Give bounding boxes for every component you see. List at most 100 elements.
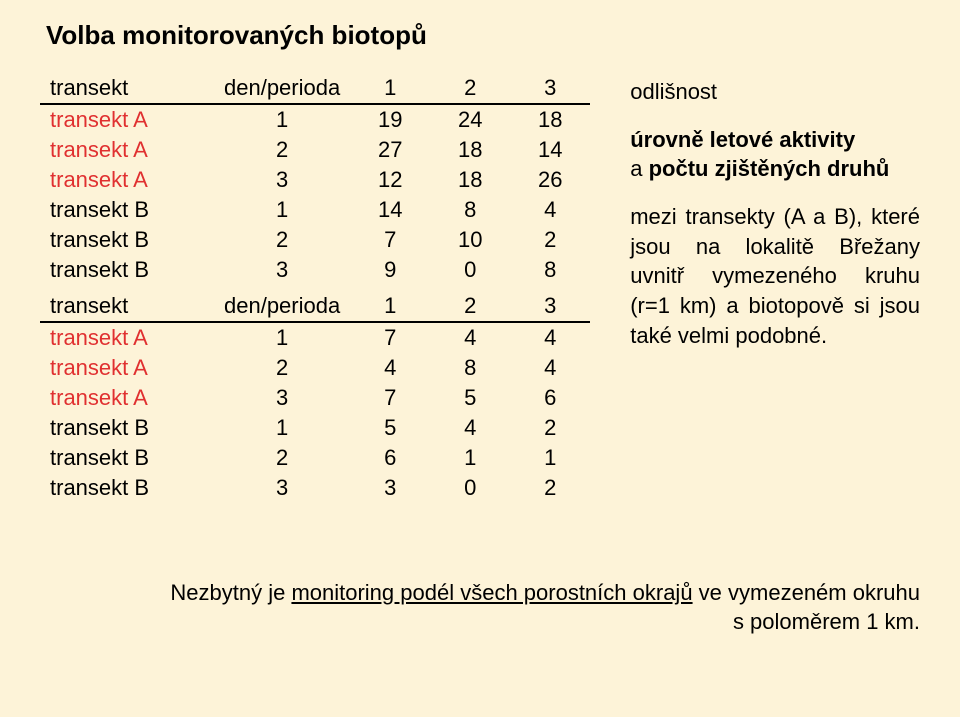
table-row: transekt A2484 — [40, 353, 590, 383]
table1-h-c2: 1 — [350, 73, 430, 104]
table1-cell: transekt B — [40, 255, 214, 285]
table1-h-c4: 3 — [510, 73, 590, 104]
page-title: Volba monitorovaných biotopů — [46, 20, 920, 51]
side-text: odlišnost úrovně letové aktivity a počtu… — [630, 73, 920, 509]
table1-cell: 0 — [430, 255, 510, 285]
table1-cell: 24 — [430, 104, 510, 135]
table2-cell: 6 — [510, 383, 590, 413]
tables-column: transekt den/perioda 1 2 3 transekt A119… — [40, 73, 590, 509]
side-p3: mezi transekty (A a B), které jsou na lo… — [630, 202, 920, 350]
side-p2b: počtu zjištěných druhů — [649, 156, 890, 181]
table2: transekt den/perioda 1 2 3 transekt A174… — [40, 291, 590, 503]
table2-cell: 1 — [214, 413, 350, 443]
table2-cell: 6 — [350, 443, 430, 473]
table-row: transekt A3756 — [40, 383, 590, 413]
table1-header: transekt den/perioda 1 2 3 — [40, 73, 590, 104]
table1-cell: 12 — [350, 165, 430, 195]
table2-cell: transekt A — [40, 322, 214, 353]
table2-h-c4: 3 — [510, 291, 590, 322]
table1-h-label: transekt — [40, 73, 214, 104]
table1-cell: 8 — [430, 195, 510, 225]
table-row: transekt A1192418 — [40, 104, 590, 135]
table2-cell: 4 — [510, 353, 590, 383]
footer-post1: ve vymezeném okruhu — [693, 580, 920, 605]
table-row: transekt B2611 — [40, 443, 590, 473]
table2-cell: 3 — [214, 383, 350, 413]
table2-cell: 5 — [350, 413, 430, 443]
table2-cell: transekt B — [40, 473, 214, 503]
side-p2: úrovně letové aktivity a počtu zjištěnýc… — [630, 125, 920, 184]
footer-pre: Nezbytný je — [170, 580, 291, 605]
table1-cell: 18 — [510, 104, 590, 135]
table1-cell: 26 — [510, 165, 590, 195]
table-row: transekt B1542 — [40, 413, 590, 443]
table2-cell: 1 — [430, 443, 510, 473]
table1-cell: 10 — [430, 225, 510, 255]
table-row: transekt B3302 — [40, 473, 590, 503]
table1-cell: 14 — [350, 195, 430, 225]
table1-cell: 18 — [430, 165, 510, 195]
table2-cell: 3 — [350, 473, 430, 503]
side-p1: odlišnost — [630, 77, 920, 107]
table2-cell: 2 — [510, 413, 590, 443]
table1-cell: 1 — [214, 195, 350, 225]
table1-cell: 9 — [350, 255, 430, 285]
table2-cell: 2 — [214, 443, 350, 473]
table1-cell: 7 — [350, 225, 430, 255]
table-row: transekt A2271814 — [40, 135, 590, 165]
table2-h-c3: 2 — [430, 291, 510, 322]
table2-cell: transekt B — [40, 413, 214, 443]
table2-h-c2: 1 — [350, 291, 430, 322]
table2-cell: transekt A — [40, 383, 214, 413]
table2-cell: 7 — [350, 322, 430, 353]
table2-cell: 2 — [214, 353, 350, 383]
table1-cell: transekt B — [40, 225, 214, 255]
table1-cell: transekt B — [40, 195, 214, 225]
footer-underline: monitoring podél všech porostních okrajů — [291, 580, 692, 605]
table2-cell: 1 — [214, 322, 350, 353]
table-row: transekt B27102 — [40, 225, 590, 255]
table2-cell: 4 — [510, 322, 590, 353]
table2-cell: transekt B — [40, 443, 214, 473]
table1-cell: 2 — [214, 135, 350, 165]
content: transekt den/perioda 1 2 3 transekt A119… — [40, 73, 920, 509]
table2-header: transekt den/perioda 1 2 3 — [40, 291, 590, 322]
table1-cell: 8 — [510, 255, 590, 285]
table1-cell: 2 — [510, 225, 590, 255]
table2-cell: 0 — [430, 473, 510, 503]
table1-cell: 19 — [350, 104, 430, 135]
table1-cell: transekt A — [40, 135, 214, 165]
table1-cell: 27 — [350, 135, 430, 165]
table2-cell: 3 — [214, 473, 350, 503]
table1-cell: 3 — [214, 165, 350, 195]
table1-cell: 4 — [510, 195, 590, 225]
table1: transekt den/perioda 1 2 3 transekt A119… — [40, 73, 590, 285]
table2-h-label: transekt — [40, 291, 214, 322]
table2-cell: 4 — [430, 322, 510, 353]
table1-cell: transekt A — [40, 165, 214, 195]
footer-text: Nezbytný je monitoring podél všech poros… — [40, 578, 920, 637]
table2-cell: 1 — [510, 443, 590, 473]
table-row: transekt A3121826 — [40, 165, 590, 195]
table2-h-c1: den/perioda — [214, 291, 350, 322]
table1-cell: 18 — [430, 135, 510, 165]
side-p2b-pre: a — [630, 156, 648, 181]
table2-cell: 7 — [350, 383, 430, 413]
table1-cell: 1 — [214, 104, 350, 135]
table1-cell: 3 — [214, 255, 350, 285]
table-row: transekt B11484 — [40, 195, 590, 225]
table2-cell: transekt A — [40, 353, 214, 383]
table1-h-c3: 2 — [430, 73, 510, 104]
table1-h-c1: den/perioda — [214, 73, 350, 104]
table2-cell: 2 — [510, 473, 590, 503]
footer-post2: s poloměrem 1 km. — [733, 609, 920, 634]
table2-cell: 4 — [430, 413, 510, 443]
table-row: transekt A1744 — [40, 322, 590, 353]
table2-cell: 4 — [350, 353, 430, 383]
table2-cell: 8 — [430, 353, 510, 383]
table1-cell: transekt A — [40, 104, 214, 135]
side-p2a: úrovně letové aktivity — [630, 127, 855, 152]
table1-cell: 2 — [214, 225, 350, 255]
table2-cell: 5 — [430, 383, 510, 413]
table-row: transekt B3908 — [40, 255, 590, 285]
